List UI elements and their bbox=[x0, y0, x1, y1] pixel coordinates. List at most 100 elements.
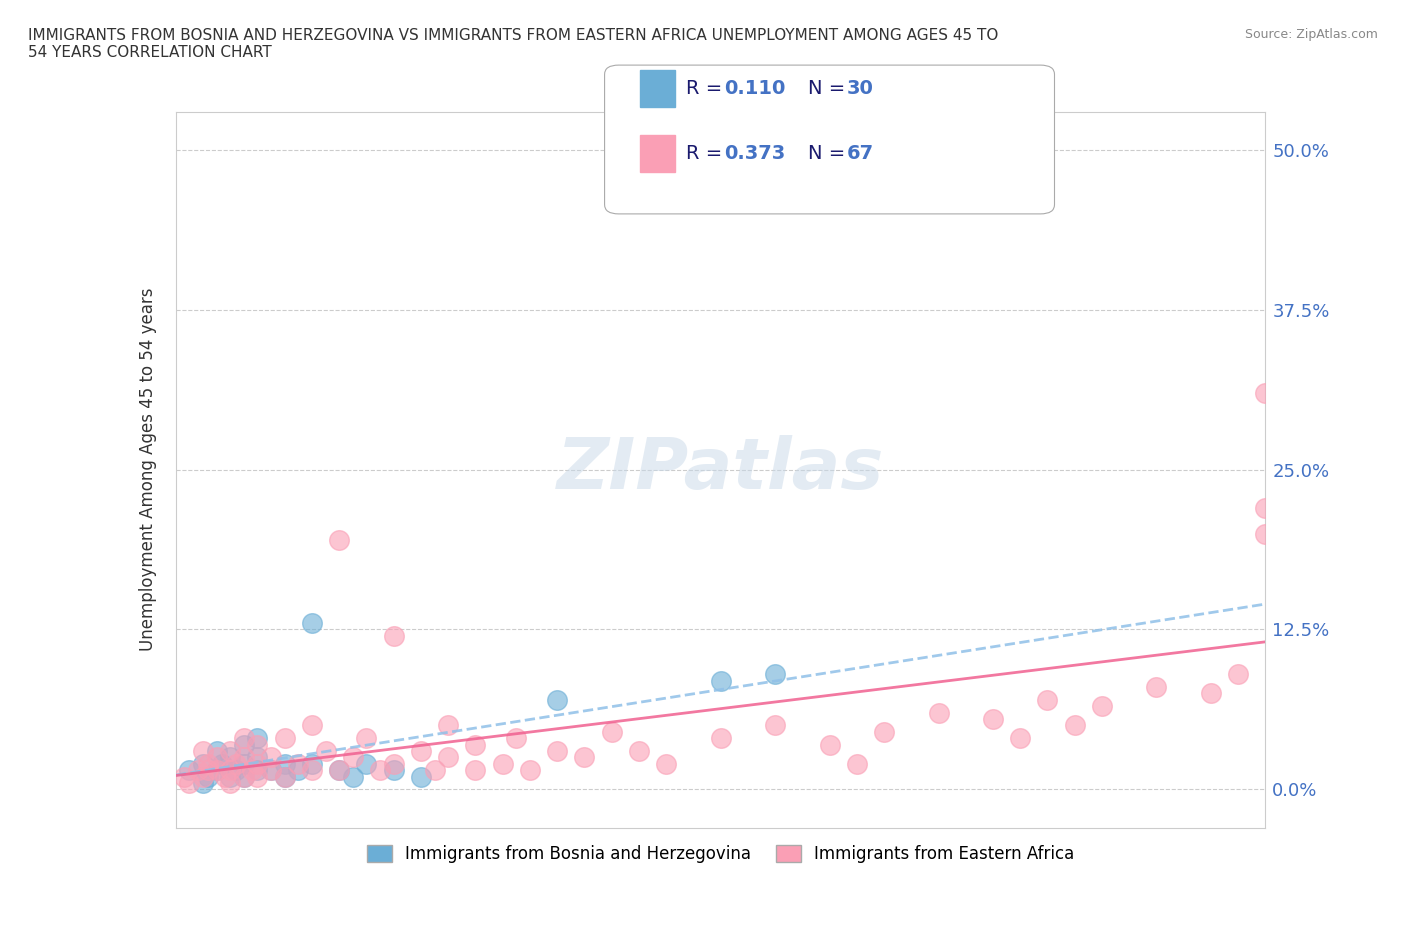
Point bbox=[232, 769, 254, 784]
Point bbox=[710, 673, 733, 688]
Point bbox=[505, 731, 527, 746]
Text: N =: N = bbox=[808, 144, 852, 163]
Point bbox=[409, 769, 432, 784]
Point bbox=[246, 731, 269, 746]
Point bbox=[409, 744, 432, 759]
Text: ZIPatlas: ZIPatlas bbox=[557, 435, 884, 504]
Point bbox=[246, 750, 269, 764]
Point bbox=[1036, 692, 1059, 708]
Point bbox=[225, 763, 247, 777]
Point bbox=[205, 750, 228, 764]
Point bbox=[197, 763, 219, 777]
Point bbox=[225, 756, 247, 771]
Text: N =: N = bbox=[808, 79, 852, 98]
Point bbox=[191, 776, 214, 790]
Point bbox=[219, 744, 242, 759]
Point bbox=[356, 731, 378, 746]
Point bbox=[205, 763, 228, 777]
Point bbox=[845, 756, 868, 771]
Point bbox=[328, 763, 350, 777]
Point bbox=[315, 744, 337, 759]
Point bbox=[274, 731, 297, 746]
Point bbox=[301, 756, 323, 771]
Point bbox=[287, 763, 309, 777]
Text: R =: R = bbox=[686, 144, 728, 163]
Point bbox=[301, 616, 323, 631]
Point bbox=[246, 763, 269, 777]
Point bbox=[173, 769, 195, 784]
Point bbox=[574, 750, 596, 764]
Point bbox=[423, 763, 446, 777]
Point bbox=[328, 763, 350, 777]
Text: R =: R = bbox=[686, 79, 728, 98]
Point bbox=[710, 731, 733, 746]
Point bbox=[1254, 526, 1277, 541]
Point bbox=[382, 629, 405, 644]
Point bbox=[191, 756, 214, 771]
Point bbox=[219, 769, 242, 784]
Point bbox=[205, 744, 228, 759]
Point bbox=[211, 756, 233, 771]
Point bbox=[464, 737, 486, 752]
Point bbox=[232, 756, 254, 771]
Point bbox=[301, 763, 323, 777]
Point bbox=[328, 533, 350, 548]
Point bbox=[342, 750, 364, 764]
Point bbox=[274, 756, 297, 771]
Point bbox=[928, 705, 950, 720]
Point bbox=[546, 744, 568, 759]
Point bbox=[368, 763, 391, 777]
Point bbox=[219, 763, 242, 777]
Point bbox=[232, 750, 254, 764]
Point bbox=[232, 737, 254, 752]
Point bbox=[197, 756, 219, 771]
Point bbox=[1063, 718, 1085, 733]
Point bbox=[240, 763, 263, 777]
Point bbox=[205, 763, 228, 777]
Point bbox=[519, 763, 541, 777]
Point bbox=[818, 737, 841, 752]
Point bbox=[214, 769, 236, 784]
Text: 0.110: 0.110 bbox=[724, 79, 786, 98]
Point bbox=[1199, 686, 1222, 701]
Point bbox=[1010, 731, 1032, 746]
Point bbox=[382, 763, 405, 777]
Point bbox=[981, 711, 1004, 726]
Text: IMMIGRANTS FROM BOSNIA AND HERZEGOVINA VS IMMIGRANTS FROM EASTERN AFRICA UNEMPLO: IMMIGRANTS FROM BOSNIA AND HERZEGOVINA V… bbox=[28, 28, 998, 60]
Point bbox=[260, 763, 283, 777]
Y-axis label: Unemployment Among Ages 45 to 54 years: Unemployment Among Ages 45 to 54 years bbox=[139, 288, 157, 651]
Point bbox=[1091, 698, 1114, 713]
Point bbox=[763, 718, 786, 733]
Point bbox=[1254, 386, 1277, 401]
Point bbox=[232, 731, 254, 746]
Point bbox=[260, 763, 283, 777]
Point bbox=[246, 737, 269, 752]
Text: 0.373: 0.373 bbox=[724, 144, 786, 163]
Point bbox=[179, 776, 201, 790]
Point bbox=[464, 763, 486, 777]
Legend: Immigrants from Bosnia and Herzegovina, Immigrants from Eastern Africa: Immigrants from Bosnia and Herzegovina, … bbox=[360, 838, 1081, 870]
Point bbox=[246, 769, 269, 784]
Point bbox=[191, 744, 214, 759]
Point bbox=[219, 776, 242, 790]
Point bbox=[287, 756, 309, 771]
Point bbox=[186, 763, 209, 777]
Point bbox=[274, 769, 297, 784]
Point bbox=[627, 744, 650, 759]
Point bbox=[1254, 500, 1277, 515]
Point bbox=[356, 756, 378, 771]
Point bbox=[197, 769, 219, 784]
Text: 30: 30 bbox=[846, 79, 873, 98]
Point bbox=[382, 756, 405, 771]
Point bbox=[600, 724, 623, 739]
Point bbox=[437, 718, 460, 733]
Point bbox=[763, 667, 786, 682]
Point bbox=[437, 750, 460, 764]
Point bbox=[219, 750, 242, 764]
Point bbox=[342, 769, 364, 784]
Point bbox=[232, 769, 254, 784]
Point bbox=[246, 756, 269, 771]
Point bbox=[1146, 680, 1168, 695]
Point bbox=[1227, 667, 1250, 682]
Point bbox=[873, 724, 896, 739]
